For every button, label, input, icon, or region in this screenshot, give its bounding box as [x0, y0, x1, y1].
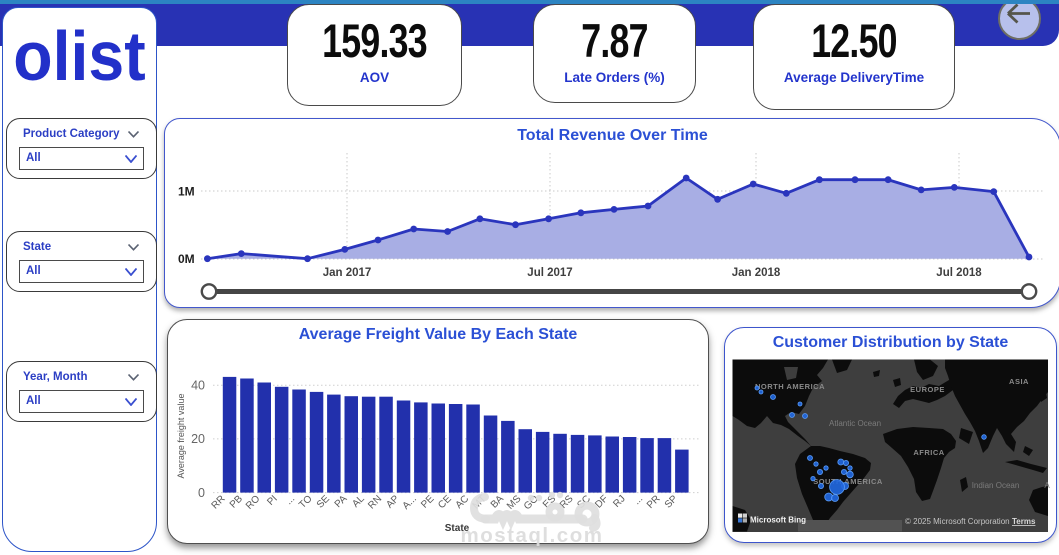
svg-text:NORTH AMERICA: NORTH AMERICA — [755, 382, 825, 391]
svg-text:1M: 1M — [178, 185, 195, 199]
svg-text:0: 0 — [198, 486, 205, 500]
svg-text:Atlantic Ocean: Atlantic Ocean — [829, 419, 881, 428]
svg-text:© 2025 Microsoft Corporation: © 2025 Microsoft Corporation — [905, 517, 1010, 526]
svg-text:20: 20 — [191, 432, 205, 446]
svg-text:PE: PE — [419, 493, 436, 510]
svg-text:Terms: Terms — [1012, 517, 1036, 526]
svg-text:RR: RR — [210, 493, 228, 511]
svg-text:0M: 0M — [178, 252, 195, 266]
svg-text:Average freight value: Average freight value — [176, 394, 186, 479]
svg-text:A: A — [1044, 481, 1050, 490]
svg-text:SOUTH AMERICA: SOUTH AMERICA — [813, 477, 883, 486]
svg-text:SE: SE — [315, 493, 332, 510]
svg-text:PR: PR — [645, 493, 663, 511]
svg-text:A...: A... — [401, 493, 419, 511]
svg-text:Jan 2017: Jan 2017 — [323, 267, 372, 279]
svg-text:SP: SP — [663, 493, 680, 510]
svg-text:RN: RN — [366, 493, 384, 511]
svg-text:Microsoft Bing: Microsoft Bing — [750, 516, 806, 525]
svg-text:TO: TO — [297, 493, 315, 511]
svg-text:State: State — [445, 523, 470, 534]
svg-text:AP: AP — [384, 493, 401, 510]
svg-text:AL: AL — [350, 493, 367, 510]
svg-text:Jan 2018: Jan 2018 — [732, 267, 781, 279]
svg-text:PB: PB — [228, 493, 245, 510]
svg-text:mostaql.com: mostaql.com — [461, 524, 604, 547]
svg-text:ASIA: ASIA — [1009, 377, 1029, 386]
svg-text:AFRICA: AFRICA — [913, 448, 944, 457]
svg-text:...: ... — [632, 493, 646, 507]
svg-text:...: ... — [284, 493, 298, 507]
svg-text:40: 40 — [191, 378, 205, 392]
svg-text:Jul 2018: Jul 2018 — [936, 267, 982, 279]
svg-text:Indian Ocean: Indian Ocean — [972, 481, 1020, 490]
svg-text:RO: RO — [244, 493, 263, 512]
svg-text:PA: PA — [333, 493, 350, 510]
svg-text:CE: CE — [436, 493, 454, 511]
svg-text:PI: PI — [265, 493, 279, 507]
svg-text:EUROPE: EUROPE — [910, 385, 945, 394]
svg-text:Jul 2017: Jul 2017 — [527, 267, 572, 279]
